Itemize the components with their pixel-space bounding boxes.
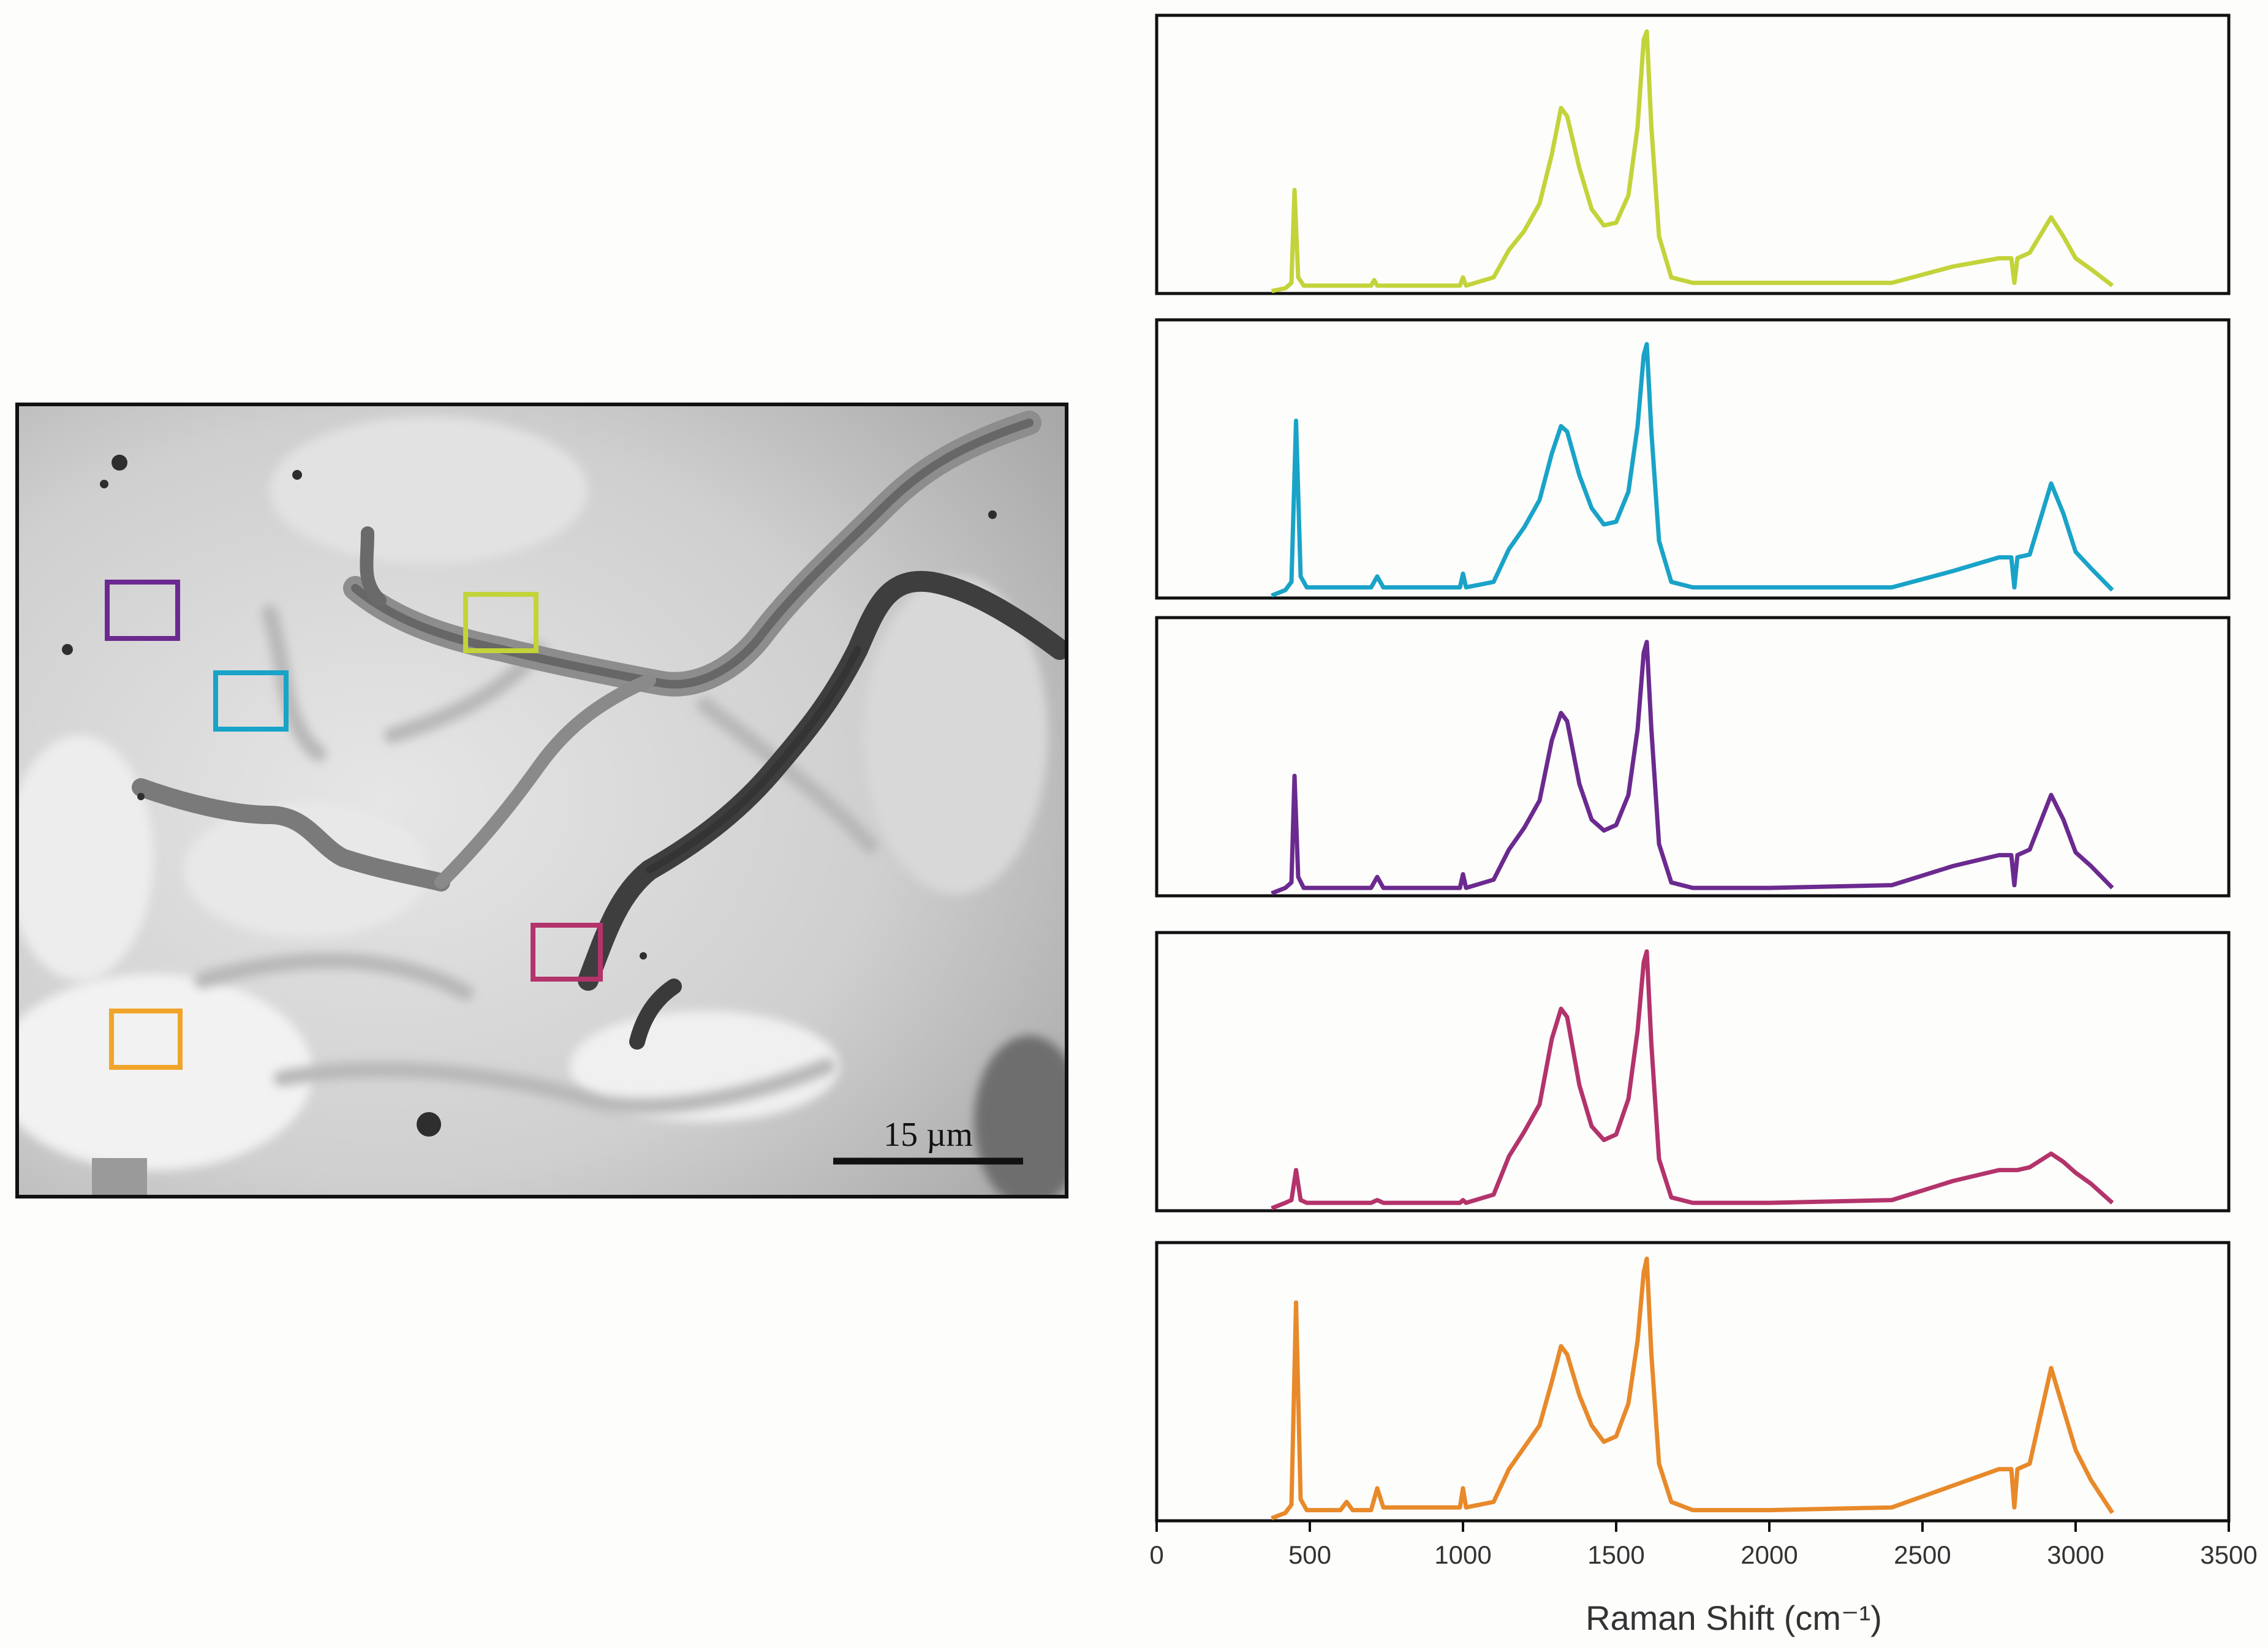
x-tick-label: 2000 <box>1741 1540 1797 1569</box>
micrograph: 15 µm <box>15 403 1068 1198</box>
x-axis: 0 500 1000 1500 2000 2500 3000 3500 <box>1149 1521 2258 1569</box>
region-marker-orange <box>109 1009 183 1070</box>
filaments <box>132 411 1067 1050</box>
micrograph-frame <box>15 403 1068 1198</box>
debris <box>92 1158 147 1195</box>
spectrum-panel-1 <box>1155 13 2231 295</box>
panel-frame <box>1155 1241 2231 1523</box>
panel-frame <box>1155 931 2231 1213</box>
spectra-panels <box>1155 13 2231 1523</box>
x-tick-label: 1500 <box>1587 1540 1644 1569</box>
dark-specks <box>62 455 997 1137</box>
x-tick-label: 3000 <box>2047 1540 2104 1569</box>
panel-frame <box>1155 13 2231 295</box>
scale-bar-label: 15 µm <box>883 1116 973 1154</box>
x-tick-label: 0 <box>1149 1540 1163 1569</box>
region-marker-cyan <box>213 670 289 732</box>
region-marker-purple <box>105 580 180 641</box>
spectrum-panel-4 <box>1155 931 2231 1213</box>
x-tick-label: 3500 <box>2200 1540 2257 1569</box>
spectrum-panel-3 <box>1155 616 2231 898</box>
spectrum-line <box>1271 949 2114 1211</box>
x-axis-label: Raman Shift (cm⁻¹) <box>1586 1599 1882 1637</box>
region-marker-yellow-green <box>463 592 539 653</box>
panel-frame <box>1155 616 2231 898</box>
spectrum-line <box>1271 640 2114 896</box>
x-tick-label: 500 <box>1288 1540 1331 1569</box>
spectrum-panel-5 <box>1155 1241 2231 1523</box>
spectrum-panel-2 <box>1155 318 2231 600</box>
spectrum-line <box>1271 29 2114 293</box>
panel-frame <box>1155 318 2231 600</box>
region-marker-magenta <box>531 923 603 982</box>
x-tick-label: 2500 <box>1894 1540 1951 1569</box>
x-tick-label: 1000 <box>1434 1540 1491 1569</box>
spectrum-line <box>1271 342 2114 598</box>
spectrum-line <box>1271 1256 2114 1521</box>
